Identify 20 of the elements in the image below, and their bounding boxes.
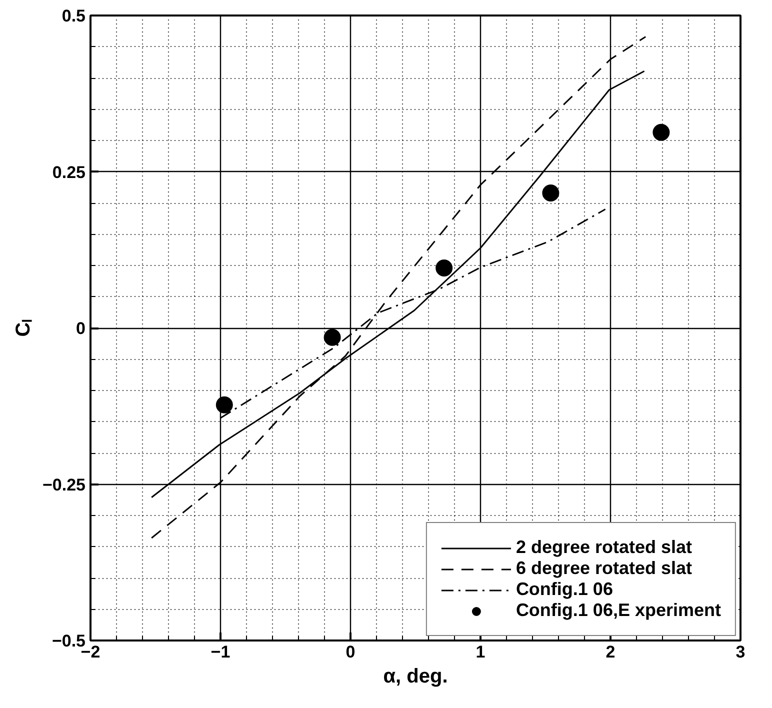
x-axis-title: α, deg. [383, 666, 448, 688]
x-tick-label: 3 [736, 642, 746, 662]
point [216, 396, 233, 414]
legend-label: 2 degree rotated slat [516, 537, 692, 558]
y-axis-title: Cₗ [12, 319, 34, 337]
point [324, 328, 341, 346]
point [436, 260, 453, 276]
y-tick-label: −0.25 [42, 475, 86, 494]
x-tick-label: 0 [346, 642, 356, 662]
y-tick-label: 0.5 [62, 6, 86, 26]
x-tick-label: 1 [476, 642, 486, 662]
legend-label: 6 degree rotated slat [516, 558, 692, 579]
y-tick-label: 0.25 [52, 162, 86, 182]
point [652, 124, 670, 141]
x-tick-label: −1 [210, 642, 230, 662]
legend-label: Config.1 06 [516, 579, 613, 600]
x-tick-label: 2 [606, 642, 616, 662]
legend-label: Config.1 06,E xperiment [516, 600, 721, 621]
y-tick-label: 0 [76, 319, 86, 338]
point [542, 184, 560, 202]
